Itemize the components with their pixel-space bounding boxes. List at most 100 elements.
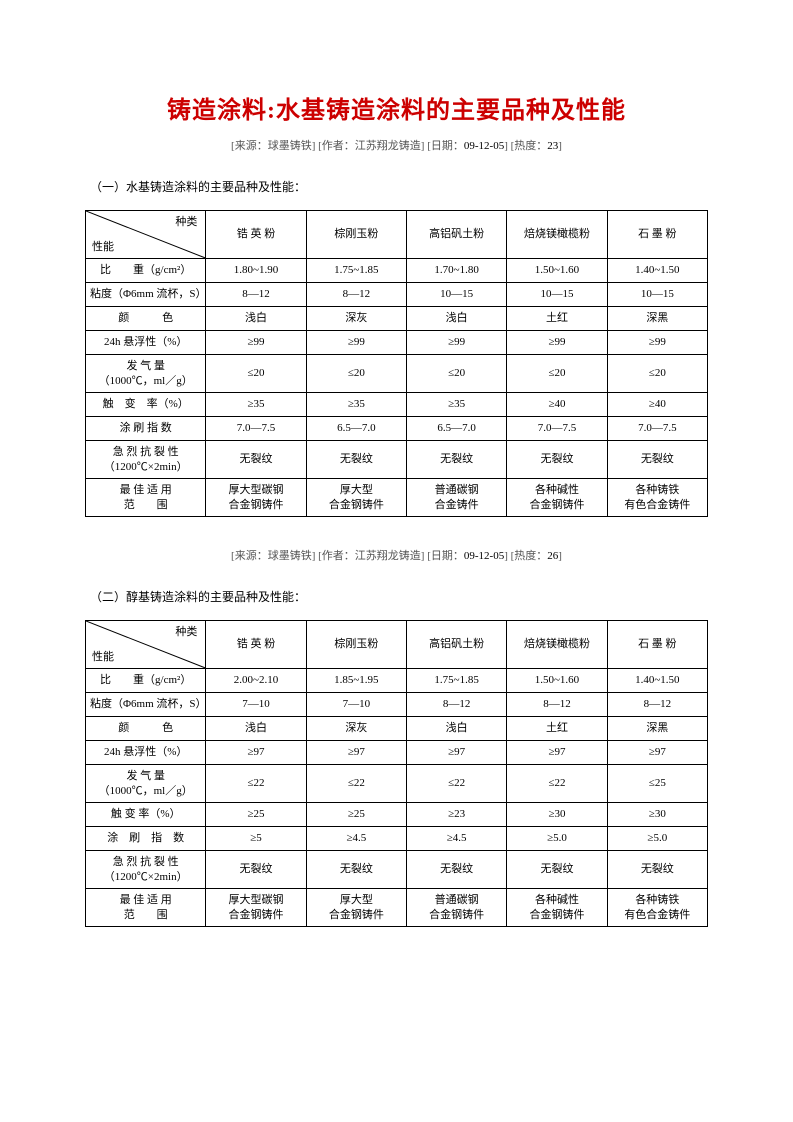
table-cell: ≥99 bbox=[607, 331, 707, 355]
table-cell: 无裂纹 bbox=[507, 851, 607, 889]
row-header: 急 烈 抗 裂 性（1200℃×2min） bbox=[86, 441, 206, 479]
row-header: 24h 悬浮性（%） bbox=[86, 331, 206, 355]
table-cell: 土红 bbox=[507, 717, 607, 741]
table-cell: ≤20 bbox=[407, 355, 507, 393]
row-header: 最 佳 适 用范 围 bbox=[86, 479, 206, 517]
column-header: 锆 英 粉 bbox=[206, 621, 306, 669]
row-header: 触 变 率（%） bbox=[86, 803, 206, 827]
row-header: 24h 悬浮性（%） bbox=[86, 741, 206, 765]
column-header: 锆 英 粉 bbox=[206, 211, 306, 259]
meta-heat: 23 bbox=[547, 140, 558, 152]
table-cell: 8—12 bbox=[407, 693, 507, 717]
diagonal-header: 种类性能 bbox=[86, 621, 206, 669]
table-cell: ≤20 bbox=[206, 355, 306, 393]
table-cell: ≥35 bbox=[306, 393, 406, 417]
meta-author-label: ] [作者： bbox=[312, 140, 355, 152]
table-cell: 8—12 bbox=[607, 693, 707, 717]
table-cell: 7—10 bbox=[306, 693, 406, 717]
row-header: 发 气 量（1000℃，ml／g） bbox=[86, 765, 206, 803]
meta-close: ] bbox=[558, 140, 562, 152]
table-cell: 各种铸铁有色合金铸件 bbox=[607, 889, 707, 927]
table-cell: 无裂纹 bbox=[607, 441, 707, 479]
table-cell: ≥97 bbox=[206, 741, 306, 765]
table-cell: 普通碳钢合金铸件 bbox=[407, 479, 507, 517]
table-cell: 无裂纹 bbox=[306, 441, 406, 479]
table-cell: ≥4.5 bbox=[407, 827, 507, 851]
table-cell: ≤20 bbox=[507, 355, 607, 393]
table-cell: 土红 bbox=[507, 307, 607, 331]
table-cell: 6.5—7.0 bbox=[407, 417, 507, 441]
row-header: 触 变 率（%） bbox=[86, 393, 206, 417]
meta2-author-label: ] [作者： bbox=[312, 550, 355, 562]
table-cell: ≤22 bbox=[407, 765, 507, 803]
column-header: 棕刚玉粉 bbox=[306, 211, 406, 259]
table-cell: 1.40~1.50 bbox=[607, 259, 707, 283]
table-cell: ≥5 bbox=[206, 827, 306, 851]
table-2: 种类性能锆 英 粉棕刚玉粉高铝矾土粉焙烧镁橄榄粉石 墨 粉比 重（g/cm²）2… bbox=[85, 620, 708, 927]
table-cell: ≥99 bbox=[306, 331, 406, 355]
row-header: 发 气 量（1000℃，ml／g） bbox=[86, 355, 206, 393]
table-cell: ≥23 bbox=[407, 803, 507, 827]
table-cell: ≤22 bbox=[507, 765, 607, 803]
column-header: 焙烧镁橄榄粉 bbox=[507, 621, 607, 669]
row-header: 比 重（g/cm²） bbox=[86, 669, 206, 693]
meta-date: 09-12-05 bbox=[464, 140, 504, 152]
table-cell: 厚大型碳钢合金钢铸件 bbox=[206, 889, 306, 927]
row-header: 比 重（g/cm²） bbox=[86, 259, 206, 283]
table-cell: 6.5—7.0 bbox=[306, 417, 406, 441]
table-cell: 2.00~2.10 bbox=[206, 669, 306, 693]
table-cell: 厚大型碳钢合金钢铸件 bbox=[206, 479, 306, 517]
row-header: 颜 色 bbox=[86, 307, 206, 331]
table-cell: ≤22 bbox=[306, 765, 406, 803]
meta2-date-label: ] [日期： bbox=[421, 550, 464, 562]
table-cell: 浅白 bbox=[206, 307, 306, 331]
table-cell: 1.85~1.95 bbox=[306, 669, 406, 693]
table-cell: 无裂纹 bbox=[206, 851, 306, 889]
table-cell: 无裂纹 bbox=[407, 851, 507, 889]
table-cell: 8—12 bbox=[206, 283, 306, 307]
table-cell: 1.70~1.80 bbox=[407, 259, 507, 283]
table-cell: 各种碱性合金钢铸件 bbox=[507, 479, 607, 517]
meta-line-2: [来源：球墨铸铁] [作者：江苏翔龙铸造] [日期：09-12-05] [热度：… bbox=[85, 547, 708, 563]
meta-source-label: [来源： bbox=[231, 140, 268, 152]
table-cell: ≥30 bbox=[507, 803, 607, 827]
table-cell: 7.0—7.5 bbox=[607, 417, 707, 441]
row-header: 最 佳 适 用范 围 bbox=[86, 889, 206, 927]
diag-bottom: 性能 bbox=[92, 650, 114, 664]
table-cell: ≥25 bbox=[206, 803, 306, 827]
table-cell: 8—12 bbox=[507, 693, 607, 717]
meta-date-label: ] [日期： bbox=[421, 140, 464, 152]
table-cell: ≤20 bbox=[306, 355, 406, 393]
table-cell: 各种铸铁有色合金铸件 bbox=[607, 479, 707, 517]
table-cell: 浅白 bbox=[407, 307, 507, 331]
table-cell: 7.0—7.5 bbox=[507, 417, 607, 441]
column-header: 棕刚玉粉 bbox=[306, 621, 406, 669]
meta-heat-label: ] [热度： bbox=[504, 140, 547, 152]
table-cell: ≥35 bbox=[206, 393, 306, 417]
meta2-heat-label: ] [热度： bbox=[504, 550, 547, 562]
table-cell: 无裂纹 bbox=[206, 441, 306, 479]
diag-top: 种类 bbox=[175, 215, 197, 229]
table-cell: ≤20 bbox=[607, 355, 707, 393]
table-cell: ≥99 bbox=[507, 331, 607, 355]
row-header: 粘度（Φ6mm 流杯，S） bbox=[86, 693, 206, 717]
meta2-source-label: [来源： bbox=[231, 550, 268, 562]
table-cell: 1.50~1.60 bbox=[507, 669, 607, 693]
table-cell: 浅白 bbox=[206, 717, 306, 741]
meta2-source: 球墨铸铁 bbox=[268, 550, 312, 562]
table-cell: ≥25 bbox=[306, 803, 406, 827]
table-cell: 1.40~1.50 bbox=[607, 669, 707, 693]
table-cell: 7—10 bbox=[206, 693, 306, 717]
table-cell: 7.0—7.5 bbox=[206, 417, 306, 441]
column-header: 高铝矾土粉 bbox=[407, 621, 507, 669]
page-title: 铸造涂料:水基铸造涂料的主要品种及性能 bbox=[85, 90, 708, 125]
table-cell: 深黑 bbox=[607, 717, 707, 741]
diag-top: 种类 bbox=[175, 625, 197, 639]
table-cell: 无裂纹 bbox=[507, 441, 607, 479]
table-cell: ≥5.0 bbox=[607, 827, 707, 851]
table-cell: ≥97 bbox=[507, 741, 607, 765]
table-cell: ≥99 bbox=[407, 331, 507, 355]
meta2-date: 09-12-05 bbox=[464, 550, 504, 562]
table-cell: ≥40 bbox=[507, 393, 607, 417]
diag-bottom: 性能 bbox=[92, 240, 114, 254]
